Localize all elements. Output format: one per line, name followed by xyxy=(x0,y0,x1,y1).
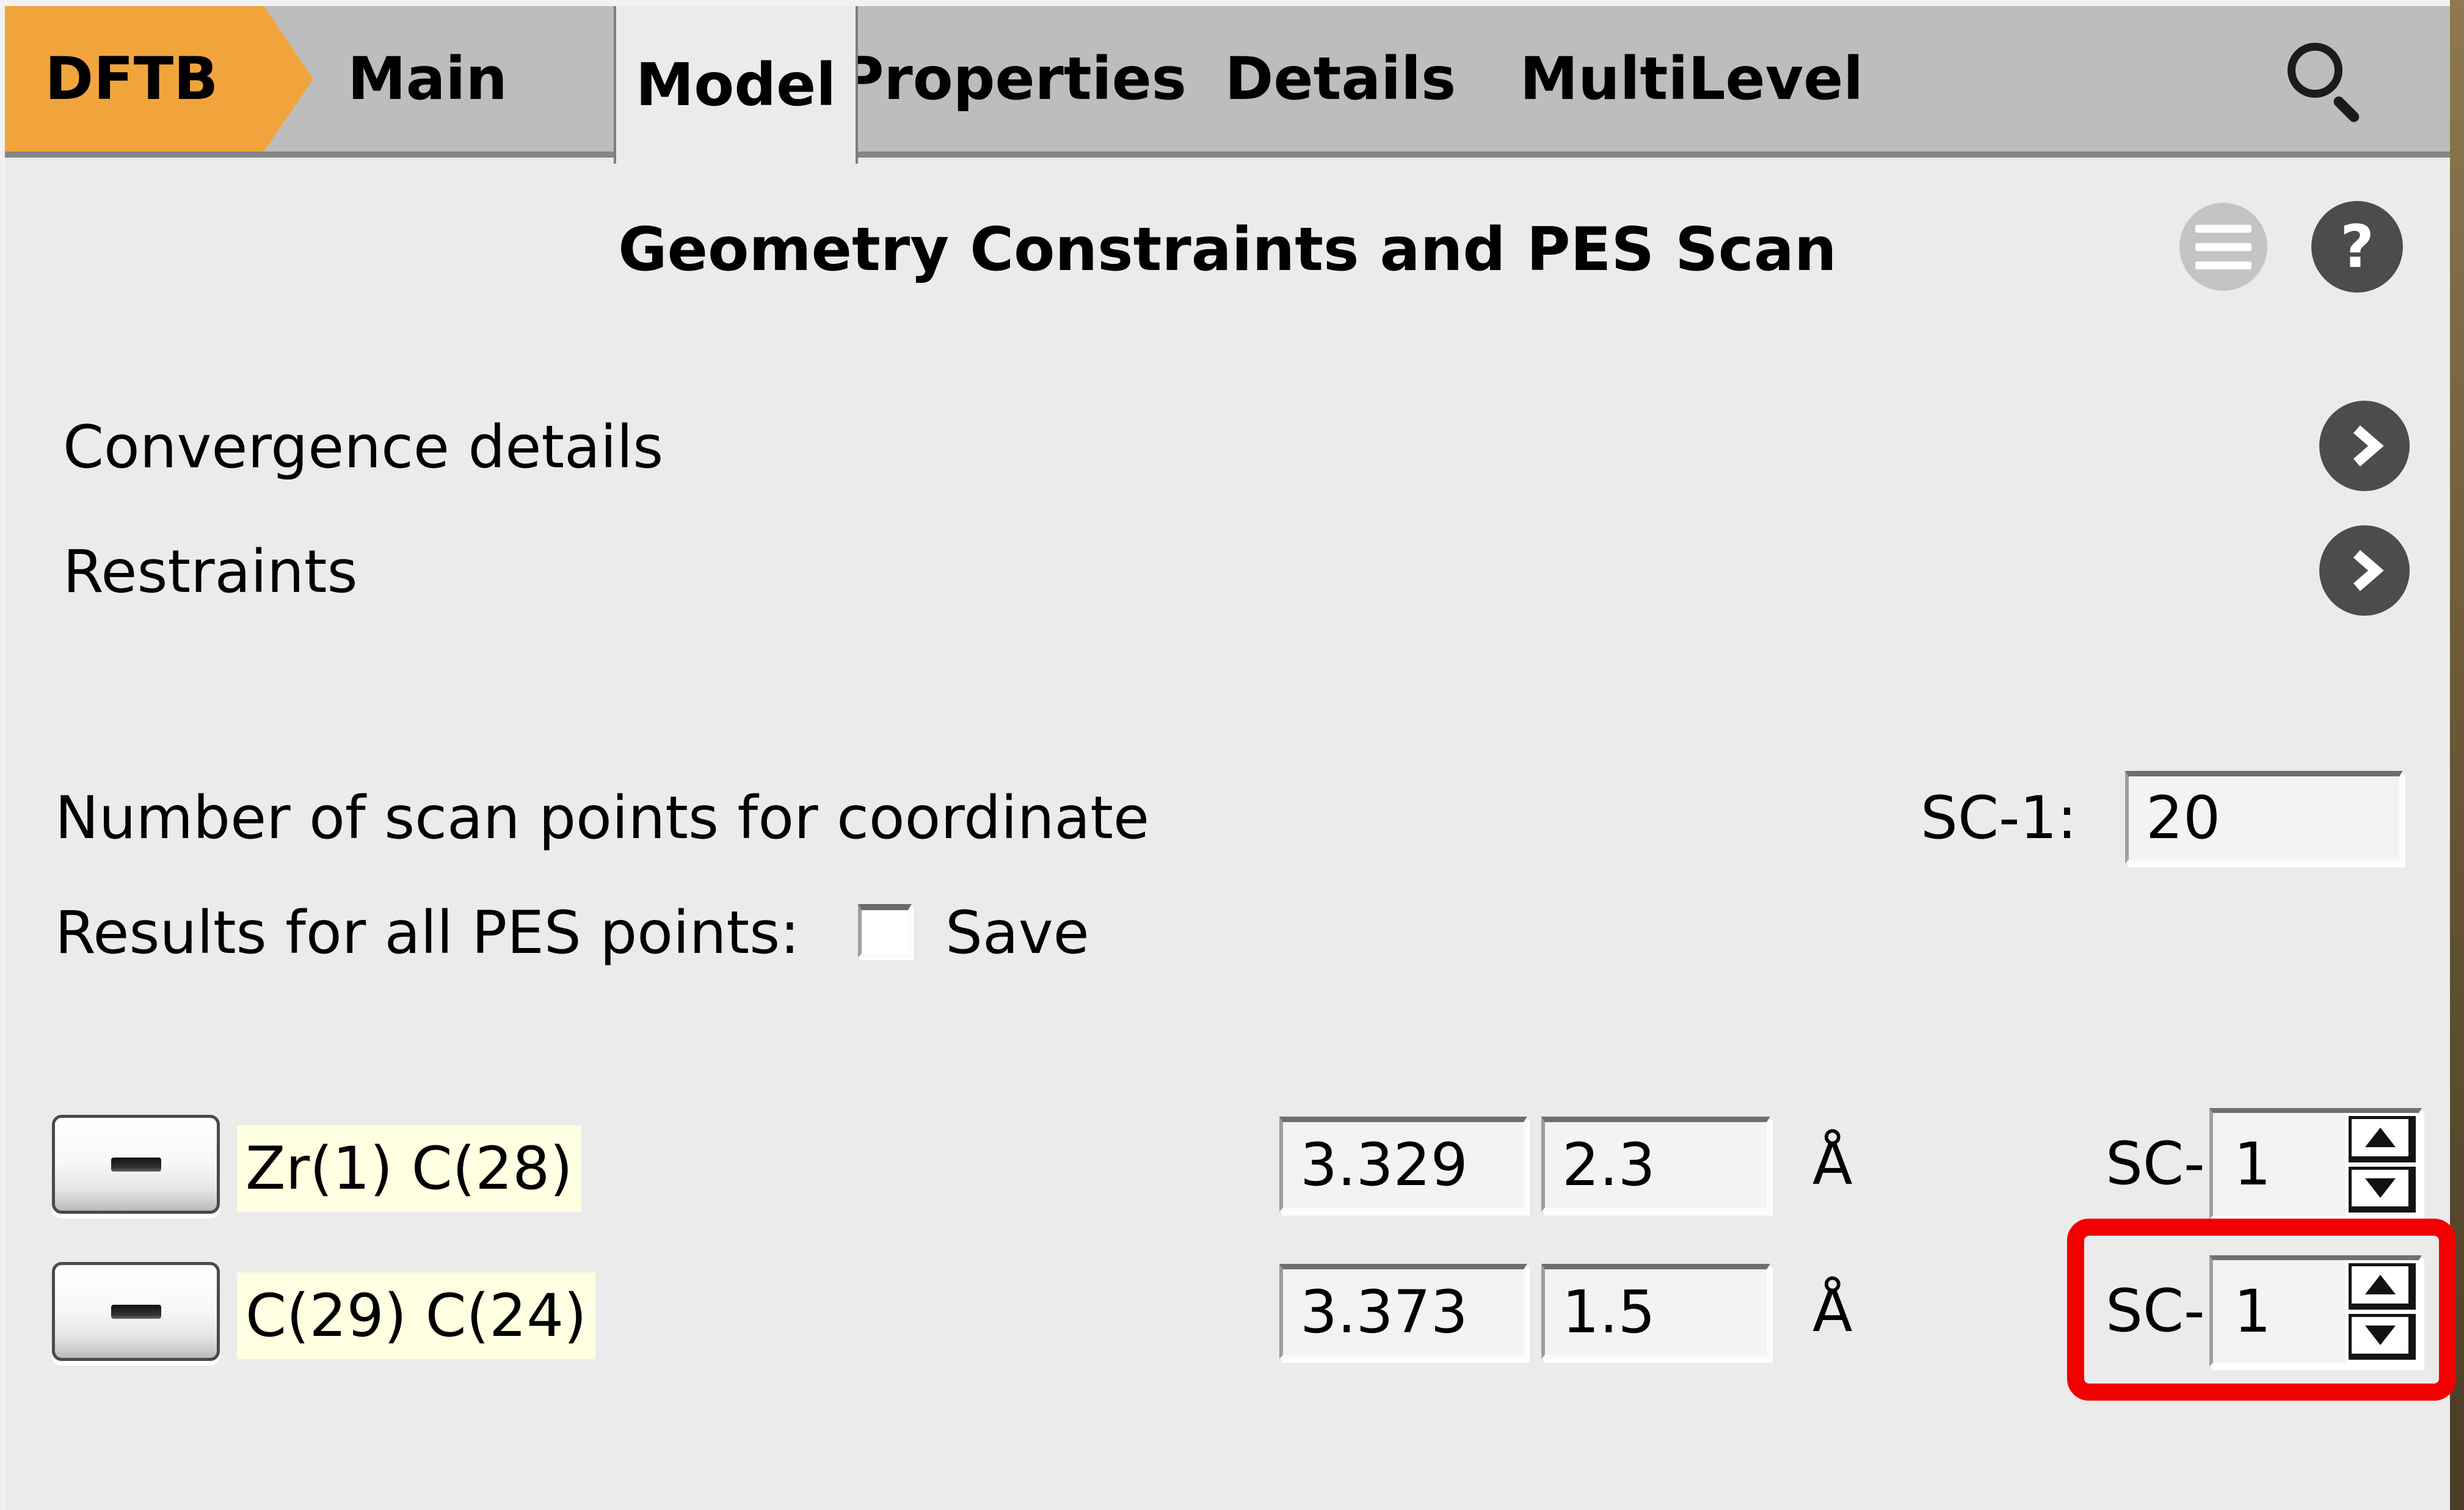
arrow-down-icon xyxy=(2364,1178,2396,1198)
restraints-expand-button[interactable] xyxy=(2319,525,2410,616)
spinner-up-button[interactable] xyxy=(2349,1263,2416,1310)
sc-number-spinner xyxy=(2209,1108,2422,1219)
remove-constraint-button[interactable] xyxy=(52,1262,220,1361)
help-button[interactable]: ? xyxy=(2311,201,2403,293)
spinner-down-button[interactable] xyxy=(2349,1313,2416,1360)
minus-icon xyxy=(111,1157,161,1172)
search-handle xyxy=(2331,94,2361,125)
results-label: Results for all PES points: xyxy=(55,899,800,967)
page-title: Geometry Constraints and PES Scan xyxy=(618,215,1837,285)
convergence-details-label: Convergence details xyxy=(63,413,664,481)
spinner-down-button[interactable] xyxy=(2349,1166,2416,1213)
arrow-down-icon xyxy=(2364,1325,2396,1345)
spinner-arrows xyxy=(2346,1260,2419,1363)
sc-label: SC- xyxy=(2106,1129,2205,1198)
constraint-value-input[interactable] xyxy=(1279,1264,1527,1359)
sc1-label: SC-1: xyxy=(1921,784,2077,852)
arrow-up-icon xyxy=(2364,1128,2396,1148)
angstrom-unit-label: Å xyxy=(1812,1277,1853,1345)
chevron-right-icon xyxy=(2353,425,2384,467)
constraint-target-input[interactable] xyxy=(1541,1264,1770,1359)
sc-label: SC- xyxy=(2106,1277,2205,1345)
spinner-up-button[interactable] xyxy=(2349,1116,2416,1162)
remove-constraint-button[interactable] xyxy=(52,1115,220,1214)
chevron-right-icon xyxy=(2353,550,2384,591)
search-ring xyxy=(2288,43,2342,98)
tab-properties[interactable]: Properties xyxy=(841,45,1187,113)
tab-main[interactable]: Main xyxy=(347,45,507,113)
tab-details[interactable]: Details xyxy=(1224,45,1456,113)
sc-number-input[interactable] xyxy=(2213,1113,2346,1216)
spinner-arrows xyxy=(2346,1113,2419,1216)
search-icon[interactable] xyxy=(2284,39,2388,137)
menu-button[interactable] xyxy=(2179,203,2267,291)
window-right-border xyxy=(2450,0,2464,1510)
save-checkbox[interactable] xyxy=(858,904,912,958)
hamburger-icon xyxy=(2195,224,2251,269)
tab-model[interactable]: Model xyxy=(614,6,858,164)
tab-dftb[interactable]: DFTB xyxy=(5,6,313,151)
scan-points-label: Number of scan points for coordinate xyxy=(55,784,1150,852)
sc-number-input[interactable] xyxy=(2213,1260,2346,1363)
save-label: Save xyxy=(945,899,1089,967)
tab-bar xyxy=(5,6,2450,158)
tab-dftb-label: DFTB xyxy=(45,45,219,113)
sc1-input[interactable] xyxy=(2125,771,2403,864)
question-mark-icon: ? xyxy=(2340,213,2374,281)
convergence-details-expand-button[interactable] xyxy=(2319,401,2410,491)
atom-pair-label[interactable]: C(29) C(24) xyxy=(237,1272,595,1359)
tab-multilevel[interactable]: MultiLevel xyxy=(1519,45,1864,113)
constraint-target-input[interactable] xyxy=(1541,1117,1770,1212)
angstrom-unit-label: Å xyxy=(1812,1129,1853,1198)
constraint-value-input[interactable] xyxy=(1279,1117,1527,1212)
atom-pair-label[interactable]: Zr(1) C(28) xyxy=(237,1125,581,1212)
minus-icon xyxy=(111,1304,161,1319)
restraints-label: Restraints xyxy=(63,538,358,606)
arrow-up-icon xyxy=(2364,1275,2396,1295)
sc-number-spinner xyxy=(2209,1255,2422,1366)
